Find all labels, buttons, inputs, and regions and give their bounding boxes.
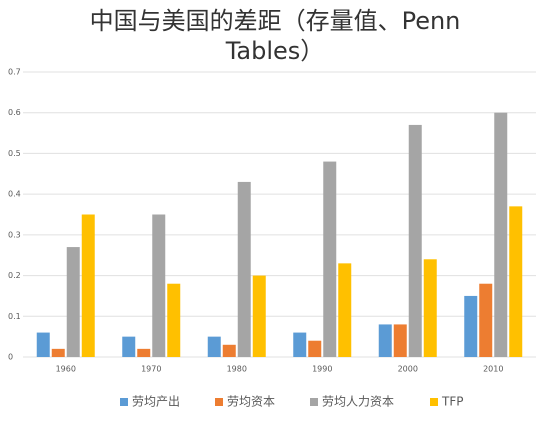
bar — [494, 112, 508, 357]
bar — [66, 247, 80, 357]
bar — [51, 348, 65, 357]
legend-label: TFP — [441, 395, 463, 409]
bar — [81, 214, 95, 357]
y-tick-label: 0 — [8, 353, 13, 362]
x-tick-label: 1980 — [227, 365, 247, 374]
x-tick-label: 1990 — [312, 365, 332, 374]
x-tick-label: 2010 — [483, 365, 503, 374]
bar — [323, 161, 337, 357]
y-tick-label: 0.2 — [8, 271, 21, 280]
legend-swatch — [310, 398, 318, 406]
legend-swatch — [430, 398, 438, 406]
y-tick-label: 0.6 — [8, 108, 21, 117]
x-tick-label: 1960 — [56, 365, 76, 374]
bar — [252, 275, 266, 357]
y-tick-label: 0.3 — [8, 230, 21, 239]
bar — [237, 181, 251, 357]
bar — [207, 336, 221, 357]
bar — [167, 283, 181, 357]
bar — [423, 259, 437, 357]
legend-swatch — [215, 398, 223, 406]
bar — [338, 263, 352, 357]
legend-label: 劳均资本 — [227, 395, 275, 409]
bar — [509, 206, 523, 357]
legend-label: 劳均产出 — [132, 395, 180, 409]
y-tick-label: 0.7 — [8, 68, 21, 77]
bar — [222, 344, 236, 357]
x-tick-label: 2000 — [398, 365, 418, 374]
bar — [308, 340, 322, 357]
bar — [137, 348, 151, 357]
x-tick-label: 1970 — [141, 365, 161, 374]
bar — [479, 283, 493, 357]
chart-title: 中国与美国的差距（存量值、Penn Tables） — [89, 7, 461, 65]
bar — [293, 332, 307, 357]
bar — [152, 214, 166, 357]
bar — [464, 295, 478, 357]
bar — [393, 324, 407, 357]
y-tick-label: 0.5 — [8, 149, 21, 158]
legend-swatch — [120, 398, 128, 406]
legend-label: 劳均人力资本 — [322, 395, 394, 409]
y-tick-label: 0.4 — [8, 190, 21, 199]
bar — [122, 336, 136, 357]
bar — [36, 332, 50, 357]
y-tick-label: 0.1 — [8, 312, 21, 321]
bar — [408, 124, 422, 357]
bar — [378, 324, 392, 357]
